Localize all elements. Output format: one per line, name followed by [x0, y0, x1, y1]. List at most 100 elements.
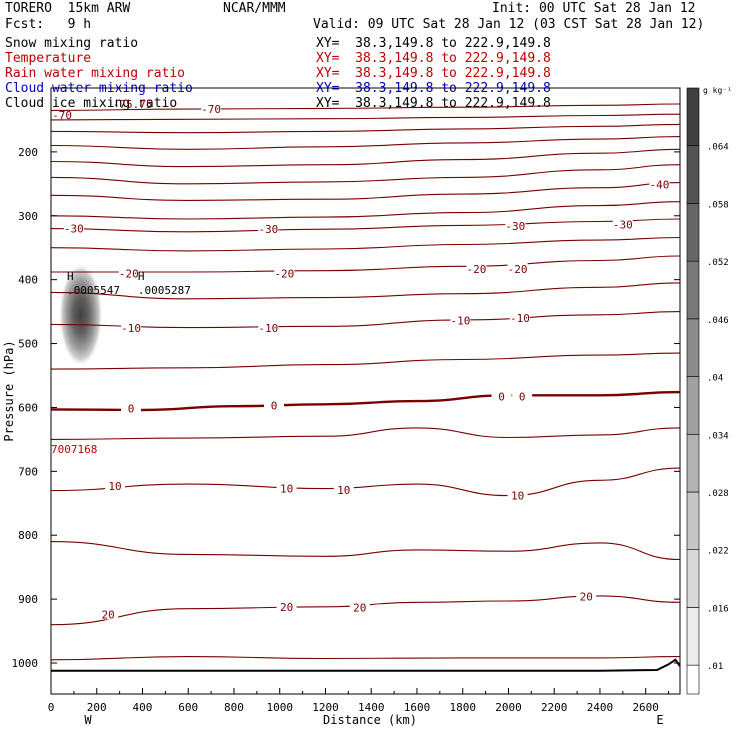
contour-label-m40: -40 [649, 178, 669, 191]
temperature-contour-m25 [51, 236, 680, 252]
y-tick-label: 1000 [12, 657, 39, 670]
contour-label-bg [507, 489, 528, 501]
org-label: NCAR/MMM [223, 1, 286, 16]
contour-label-m30: -30 [505, 220, 525, 233]
contour-label-bg [98, 608, 119, 620]
temperature-contour-m50 [51, 148, 680, 168]
temperature-contour-25 [51, 656, 680, 661]
contour-label-bg [201, 103, 222, 115]
contour-label-m20: -20 [119, 267, 139, 280]
x-tick-label: 1400 [358, 701, 385, 714]
maximum-marker: H [67, 270, 74, 283]
contour-label-m10: -10 [121, 322, 141, 335]
contour-label-10: 10 [511, 490, 524, 503]
maximum-marker: H [138, 270, 145, 283]
contour-label-0: 0 [271, 400, 278, 413]
temperature-contour-m30 [51, 218, 680, 233]
contour-label-bg [105, 480, 126, 492]
temperature-contour-20 [51, 595, 680, 626]
temperature-contour-10 [51, 467, 680, 497]
contour-label-bg [264, 399, 285, 411]
contour-label-m30: -30 [613, 219, 633, 232]
y-tick-label: 200 [18, 146, 38, 159]
colorbar-tick-label: .016 [707, 604, 729, 614]
temperature-contour-m5 [51, 352, 680, 370]
contour-label-bg [649, 178, 670, 190]
contour-label-m20: -20 [466, 263, 486, 276]
contour-label-bg [612, 218, 633, 230]
contour-label-bg [466, 262, 487, 274]
x-tick-label: 1600 [404, 701, 431, 714]
snow-mixing-ratio-maximum [58, 262, 103, 367]
contour-label-m10: -10 [258, 322, 278, 335]
colorbar-unit: g kg⁻¹ [703, 86, 732, 95]
contour-label-bg [63, 222, 84, 234]
x-tick-label: 2400 [587, 701, 614, 714]
x-tick-label: 2200 [541, 701, 568, 714]
temperature-contour-m10 [51, 311, 680, 329]
contour-label-m20: -20 [508, 263, 528, 276]
colorbar-tick-label: .052 [707, 258, 729, 268]
colorbar-segment [686, 433, 700, 493]
y-tick-label: 800 [18, 529, 38, 542]
contour-label-bg [505, 220, 526, 231]
x-tick-label: 2600 [632, 701, 659, 714]
contour-label-bg [509, 312, 530, 323]
plot-frame [50, 87, 681, 695]
temperature-contour-m35 [51, 201, 680, 220]
xy-rain: XY= 38.3,149.8 to 222.9,149.8 [316, 66, 551, 81]
contour-label-m30: -30 [64, 223, 84, 236]
contour-label-0: 0 [128, 403, 135, 416]
colorbar-tick-label: .04 [707, 374, 723, 384]
contour-label-20: 20 [280, 601, 293, 614]
y-tick-label: 500 [18, 338, 38, 351]
y-tick-label: 300 [18, 210, 38, 223]
temperature-contour-m65 [51, 113, 680, 121]
plot-area [51, 103, 680, 672]
contour-label-bg [118, 267, 139, 279]
x-tick-label: 0 [48, 701, 55, 714]
temperature-contour-m60 [51, 123, 680, 134]
temperature-contour-m15 [51, 282, 680, 300]
x-axis-label: Distance (km) [323, 713, 417, 727]
contour-label-bg [276, 482, 297, 494]
x-tick-label: 800 [224, 701, 244, 714]
colorbar-tick-label: .022 [707, 547, 729, 557]
y-axis-label: Pressure (hPa) [2, 340, 16, 441]
contour-label-bg [276, 600, 297, 612]
x-tick-label: 1000 [266, 701, 293, 714]
contour-label-bg [121, 402, 142, 414]
x-tick-label: 400 [133, 701, 153, 714]
contour-labels: -70 -40 -30 -30 -30 -30 -20 -20 -20 -20 -10 -10 -10 -… [51, 98, 670, 621]
contour-label-bg [450, 314, 471, 326]
colorbar-segment [686, 260, 700, 320]
maximum-value: .0005547 [67, 284, 120, 297]
colorbar-segment [686, 145, 700, 204]
field-rain: Rain water mixing ratio [5, 66, 186, 81]
colorbar-tick-label: .046 [707, 316, 729, 326]
colorbar-segment [686, 491, 700, 551]
contour-label-20: 20 [353, 601, 366, 614]
colorbar-tick-label: .058 [707, 200, 729, 210]
valid-time: Valid: 09 UTC Sat 28 Jan 12 (03 CST Sat … [313, 17, 705, 32]
colorbar-segment [686, 87, 700, 147]
temperature-contour-m70 [51, 103, 680, 111]
contour-label-0: 0 [519, 391, 526, 404]
contour-label-0: 0 [498, 391, 505, 404]
annotation: -75.75 [113, 98, 153, 111]
west-label: W [84, 713, 92, 727]
contour-label-bg [333, 483, 354, 495]
temperature-contour-0 [51, 390, 680, 412]
temperature-contour-m45 [51, 164, 680, 185]
forecast-hour: Fcst: 9 h [5, 17, 92, 32]
field-temperature: Temperature [5, 51, 92, 66]
y-tick-label: 600 [18, 401, 38, 414]
temperature-contour-15 [51, 541, 680, 561]
model-title: TORERO 15km ARW [5, 1, 131, 16]
temperature-contour-m20 [51, 255, 680, 273]
colorbar-segment [686, 376, 700, 435]
field-snow: Snow mixing ratio [5, 36, 139, 51]
colorbar-segment [686, 664, 700, 695]
temperature-contour-m55 [51, 136, 680, 150]
